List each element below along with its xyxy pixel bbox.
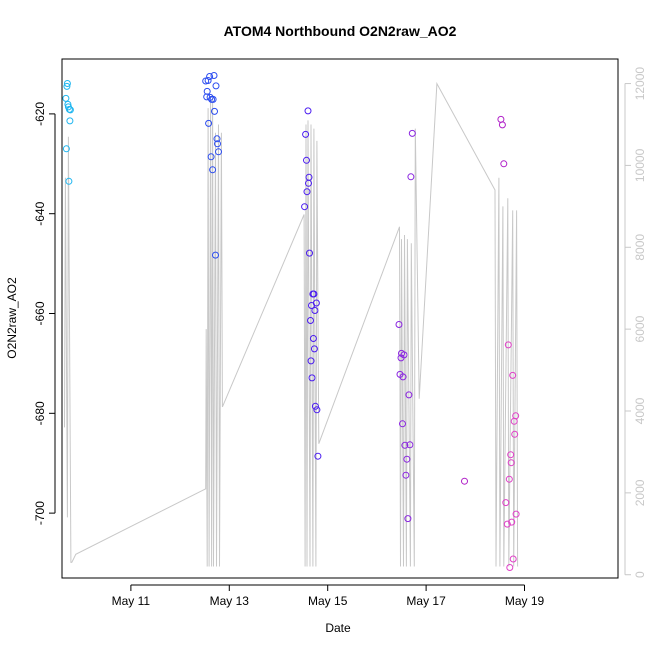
- data-point: [66, 106, 74, 114]
- y2-tick-label: 10000: [633, 148, 647, 182]
- data-point: [308, 374, 316, 382]
- data-point: [212, 82, 220, 90]
- data-point: [509, 555, 517, 563]
- x-tick-label: May 15: [308, 594, 348, 608]
- secondary-series-layer: [64, 81, 519, 567]
- data-point: [204, 77, 212, 84]
- x-axis-label: Date: [325, 621, 351, 635]
- data-point: [506, 564, 514, 571]
- data-point: [312, 299, 320, 307]
- chart-title: ATOM4 Northbound O2N2raw_AO2: [224, 23, 457, 39]
- data-point: [313, 406, 321, 414]
- data-point: [215, 148, 222, 156]
- data-point: [395, 321, 403, 328]
- y2-tick-label: 8000: [633, 234, 647, 261]
- scatter-points-layer: [62, 72, 520, 571]
- data-point: [214, 140, 221, 148]
- data-point: [302, 130, 310, 138]
- data-point: [206, 73, 214, 80]
- data-point: [210, 72, 218, 79]
- x-tick-label: May 11: [112, 594, 151, 608]
- x-tick-label: May 17: [406, 594, 446, 608]
- data-point: [310, 345, 318, 353]
- data-point: [399, 420, 406, 428]
- data-point: [408, 129, 416, 137]
- data-point: [461, 477, 468, 485]
- x-tick-label: May 19: [505, 594, 545, 608]
- data-point: [404, 515, 412, 523]
- data-point: [303, 156, 310, 164]
- data-point: [508, 518, 516, 526]
- data-point: [203, 87, 211, 95]
- data-point: [512, 412, 520, 420]
- data-point: [66, 117, 74, 125]
- data-point: [63, 82, 71, 90]
- data-point: [311, 402, 319, 410]
- data-point: [209, 95, 217, 103]
- data-point: [63, 80, 71, 87]
- data-point: [403, 455, 411, 463]
- data-point: [401, 441, 409, 449]
- y2-tick-label: 2000: [633, 479, 647, 506]
- y-tick-label: -620: [33, 102, 47, 126]
- data-point: [301, 203, 309, 211]
- data-point: [205, 119, 213, 127]
- data-point: [500, 160, 508, 168]
- data-point: [310, 290, 318, 298]
- data-point: [504, 341, 512, 349]
- data-point: [62, 94, 70, 102]
- data-point: [314, 452, 322, 460]
- data-point: [211, 107, 218, 115]
- y-tick-label: -700: [33, 501, 47, 525]
- data-point: [304, 107, 312, 115]
- y-tick-label: -640: [33, 201, 47, 225]
- y-axis-label: O2N2raw_AO2: [5, 277, 19, 359]
- data-point: [309, 335, 317, 342]
- data-point: [306, 249, 313, 257]
- data-point: [64, 100, 72, 108]
- data-point: [507, 459, 515, 467]
- y2-tick-label: 12000: [633, 67, 647, 101]
- data-point: [405, 391, 413, 399]
- data-point: [512, 510, 520, 518]
- data-point: [62, 145, 70, 153]
- plot-frame: [61, 58, 619, 579]
- data-point: [400, 351, 408, 359]
- y-tick-label: -680: [33, 401, 47, 425]
- data-point: [503, 520, 511, 528]
- data-point: [498, 121, 506, 129]
- data-point: [509, 371, 517, 379]
- data-point: [311, 307, 319, 314]
- data-point: [305, 173, 313, 181]
- data-point: [505, 475, 513, 483]
- data-point: [307, 357, 315, 365]
- data-point: [65, 177, 73, 185]
- data-point: [406, 441, 414, 449]
- data-point: [212, 251, 219, 259]
- data-point: [399, 373, 407, 381]
- data-point: [402, 471, 410, 479]
- y2-tick-label: 6000: [633, 315, 647, 342]
- data-point: [507, 451, 515, 459]
- data-point: [502, 499, 510, 507]
- y-tick-label: -660: [33, 301, 47, 325]
- data-point: [207, 153, 215, 161]
- data-point: [209, 166, 217, 174]
- data-point: [307, 317, 314, 324]
- data-point: [303, 188, 311, 196]
- y2-tick-label: 0: [633, 571, 647, 578]
- x-tick-label: May 13: [210, 594, 250, 608]
- y2-tick-label: 4000: [633, 397, 647, 424]
- axes-layer: May 11 May 13 May 15 May 17 May 19 -620 -640 -6…: [33, 67, 647, 608]
- data-point: [407, 173, 415, 181]
- data-point: [213, 135, 221, 143]
- secondary-series-line: [64, 81, 519, 567]
- data-point: [511, 430, 519, 438]
